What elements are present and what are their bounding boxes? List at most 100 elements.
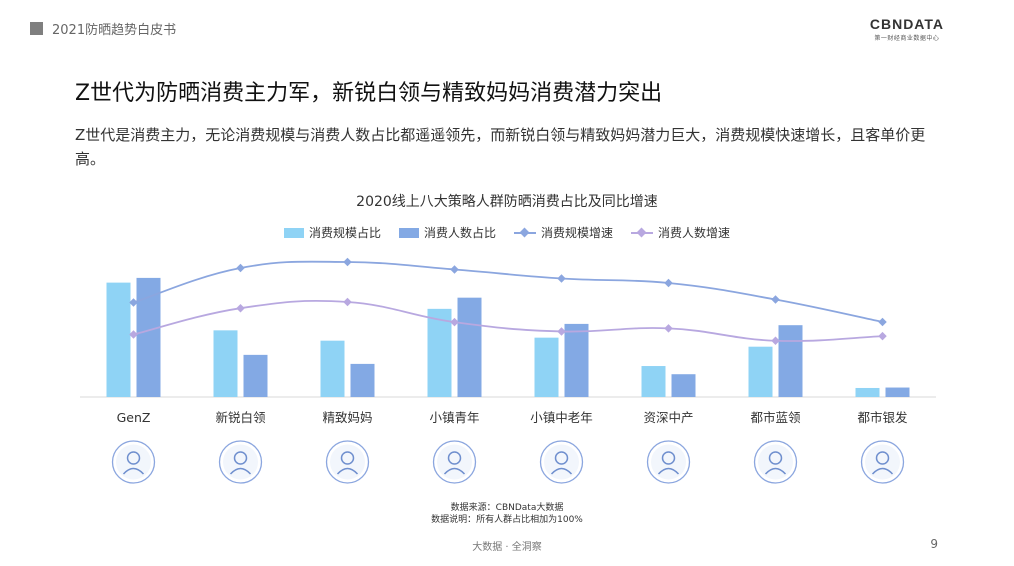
page-number: 9 bbox=[930, 537, 938, 551]
logo-text: CBNDATA bbox=[869, 16, 944, 32]
line-point bbox=[878, 331, 887, 341]
report-title: 2021防晒趋势白皮书 bbox=[52, 23, 177, 38]
line-point bbox=[771, 295, 780, 304]
slide-subtitle: Z世代是消费主力，无论消费规模与消费人数占比都遥遥领先，而新锐白领与精致妈妈潜力… bbox=[75, 126, 926, 168]
line-point bbox=[664, 324, 673, 333]
data-explain-note: 数据说明：所有人群占比相加为100% bbox=[431, 515, 583, 525]
icon-body bbox=[336, 467, 359, 475]
icon-body bbox=[229, 467, 252, 475]
line-people-growth bbox=[133, 299, 883, 342]
line-point bbox=[236, 263, 245, 273]
icon-head bbox=[447, 451, 462, 465]
bar-scale-share bbox=[534, 337, 559, 397]
header-marker bbox=[30, 22, 43, 35]
legend-label: 消费规模增速 bbox=[541, 226, 614, 240]
icon-fill bbox=[330, 444, 365, 480]
senior-avatar-icon bbox=[860, 440, 905, 484]
middle-class-avatar-icon bbox=[646, 440, 691, 484]
line-point bbox=[450, 317, 459, 327]
icon-body bbox=[871, 467, 894, 475]
icon-fill bbox=[437, 444, 472, 480]
mother-avatar-icon bbox=[325, 440, 370, 484]
line-point bbox=[129, 298, 138, 307]
legend-label: 消费规模占比 bbox=[308, 226, 381, 240]
category-label: 小镇中老年 bbox=[530, 410, 593, 425]
office-worker-avatar-icon bbox=[218, 440, 263, 484]
footer-slogan: 大数据 · 全洞察 bbox=[472, 542, 542, 553]
line-point bbox=[129, 330, 138, 339]
bar-people-share bbox=[885, 387, 910, 397]
icon-body bbox=[550, 467, 573, 475]
legend-swatch bbox=[283, 227, 304, 238]
elderly-man-avatar-icon bbox=[539, 440, 584, 484]
bar-scale-share bbox=[213, 330, 238, 397]
bar-scale-share bbox=[855, 387, 880, 397]
icon-body bbox=[122, 467, 145, 475]
line-scale-growth bbox=[133, 260, 883, 323]
genz-avatar-icon bbox=[111, 440, 156, 484]
icon-fill bbox=[758, 444, 793, 480]
bar-people-share bbox=[564, 323, 589, 397]
chart-title: 2020线上八大策略人群防晒消费占比及同比增速 bbox=[356, 194, 658, 210]
legend-item-scale-growth: 消费规模增速 bbox=[514, 224, 613, 241]
category-label: 资深中产 bbox=[643, 410, 693, 425]
line-point bbox=[878, 317, 887, 327]
icon-head bbox=[554, 451, 569, 465]
line-point bbox=[557, 327, 566, 336]
bar-scale-share bbox=[106, 282, 131, 397]
slide-title: Z世代为防晒消费主力军，新锐白领与精致妈妈消费潜力突出 bbox=[75, 81, 663, 106]
blue-collar-avatar-icon bbox=[753, 440, 798, 484]
icon-body bbox=[657, 467, 680, 475]
legend-item-people-share: 消费人数占比 bbox=[398, 224, 496, 241]
icon-body bbox=[443, 467, 466, 475]
legend-label: 消费人数占比 bbox=[423, 226, 496, 240]
category-label: 都市蓝领 bbox=[750, 410, 801, 425]
icon-head bbox=[233, 451, 248, 465]
icon-fill bbox=[116, 444, 151, 480]
icon-head bbox=[875, 451, 890, 465]
icon-head bbox=[768, 451, 783, 465]
bar-people-share bbox=[778, 325, 803, 397]
icon-fill bbox=[865, 444, 900, 480]
bar-people-share bbox=[457, 297, 482, 397]
bar-scale-share bbox=[641, 366, 666, 397]
cbndata-logo: CBNDATA 第一财经商业数据中心 bbox=[870, 16, 944, 42]
icon-fill bbox=[544, 444, 579, 480]
bar-scale-share bbox=[320, 340, 345, 397]
bar-people-share bbox=[136, 277, 161, 397]
icon-fill bbox=[223, 444, 258, 480]
legend-label: 消费人数增速 bbox=[658, 226, 731, 240]
category-label: GenZ bbox=[117, 410, 151, 425]
line-point bbox=[236, 303, 245, 313]
line-point bbox=[343, 257, 352, 267]
category-label: 新锐白领 bbox=[215, 410, 266, 425]
icon-head bbox=[661, 451, 676, 465]
data-source-note: 数据来源：CBNData大数据 bbox=[450, 503, 564, 513]
legend-swatch bbox=[631, 228, 654, 238]
legend-item-scale-share: 消费规模占比 bbox=[283, 224, 381, 241]
category-label: 小镇青年 bbox=[429, 410, 479, 425]
line-point bbox=[664, 278, 673, 288]
line-point bbox=[450, 265, 459, 274]
bar-people-share bbox=[243, 354, 268, 397]
legend-swatch bbox=[398, 227, 419, 238]
legend-swatch bbox=[514, 228, 536, 238]
line-point bbox=[557, 274, 566, 283]
bar-scale-share bbox=[748, 346, 773, 397]
category-label: 都市银发 bbox=[857, 410, 908, 425]
logo-subtext: 第一财经商业数据中心 bbox=[874, 35, 940, 42]
chart-legend: 消费规模占比 消费人数占比 消费规模增速 消费人数增速 bbox=[0, 224, 1014, 241]
bar-scale-share bbox=[427, 308, 452, 397]
bar-people-share bbox=[350, 363, 375, 397]
line-point bbox=[343, 297, 352, 307]
icon-head bbox=[340, 451, 355, 465]
bar-people-share bbox=[671, 374, 696, 397]
young-man-avatar-icon bbox=[432, 440, 477, 484]
icon-head bbox=[126, 451, 141, 465]
legend-item-people-growth: 消费人数增速 bbox=[631, 224, 730, 241]
icon-body bbox=[764, 467, 787, 475]
icon-fill bbox=[651, 444, 686, 480]
line-point bbox=[771, 336, 780, 345]
category-label: 精致妈妈 bbox=[322, 410, 372, 425]
